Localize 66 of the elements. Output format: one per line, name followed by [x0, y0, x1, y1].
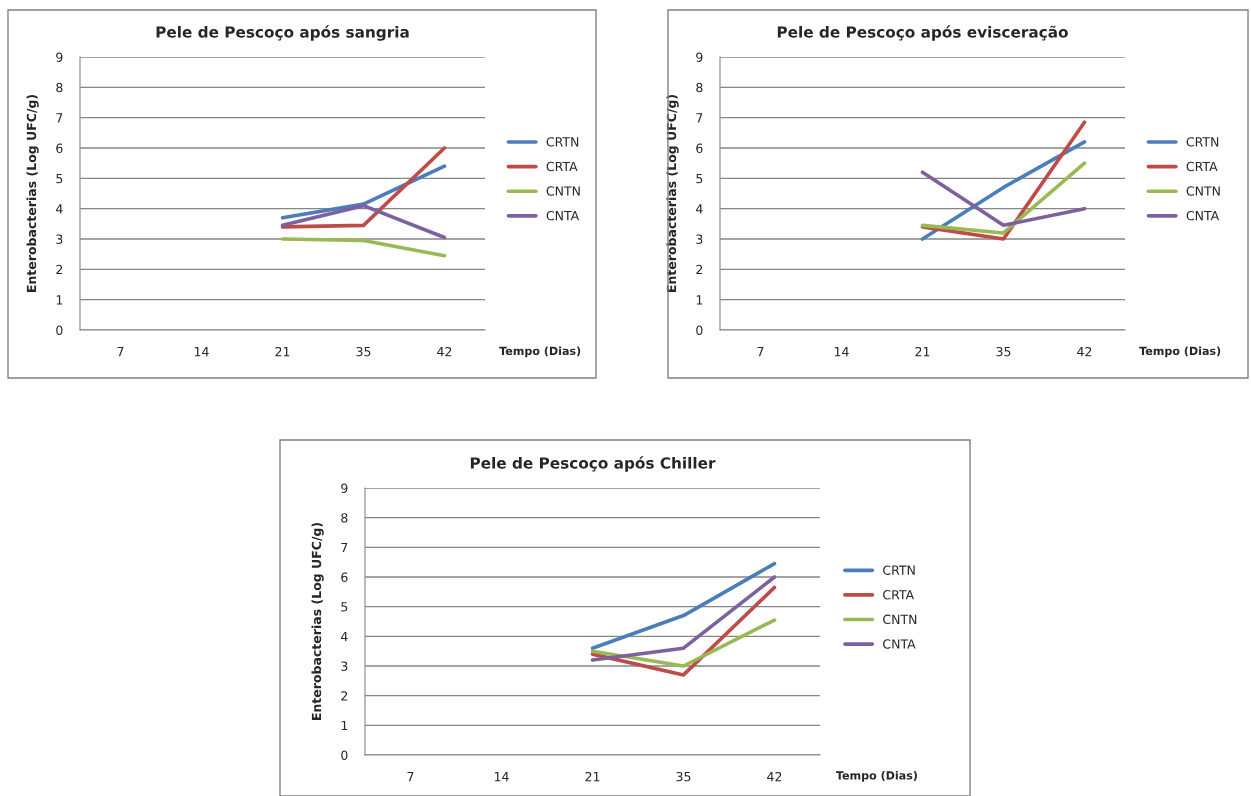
x-axis-title: Tempo (Dias) — [835, 770, 917, 782]
y-tick-label: 6 — [56, 143, 63, 153]
x-tick-label: 7 — [757, 347, 764, 357]
y-tick-label: 8 — [56, 82, 63, 93]
y-tick-label: 7 — [56, 113, 63, 123]
x-axis-title: Tempo (Dias) — [1139, 346, 1221, 358]
legend-label: CNTN — [883, 614, 917, 625]
legend-label: CNTA — [1186, 210, 1220, 221]
y-tick-label: 9 — [696, 52, 703, 62]
legend-label: CRTN — [546, 137, 579, 147]
y-tick-label: 8 — [696, 82, 703, 93]
y-tick-label: 0 — [341, 750, 348, 760]
x-tick-label: 35 — [676, 771, 691, 782]
x-tick-label: 42 — [767, 771, 782, 782]
legend-label: CNTN — [1186, 186, 1220, 196]
y-tick-label: 6 — [341, 572, 348, 582]
y-tick-label: 1 — [696, 295, 703, 305]
x-tick-label: 21 — [275, 346, 290, 357]
chart-title: Pele de Pescoço após Chiller — [470, 456, 716, 472]
x-axis-title: Tempo (Dias) — [499, 346, 581, 358]
y-tick-label: 2 — [56, 264, 63, 275]
y-tick-label: 0 — [696, 325, 703, 335]
x-tick-label: 14 — [194, 347, 209, 357]
x-tick-label: 35 — [996, 346, 1011, 357]
legend-label: CRTA — [546, 161, 578, 172]
y-tick-label: 8 — [341, 513, 348, 523]
legend-label: CRTN — [883, 565, 915, 575]
y-tick-label: 4 — [340, 631, 348, 642]
y-tick-label: 7 — [696, 113, 703, 123]
y-tick-label: 5 — [341, 602, 348, 612]
y-axis-title: Enterobacterias (Log UFC/g) — [666, 94, 679, 292]
y-tick-label: 1 — [341, 720, 348, 731]
chart-title: Pele de Pescoço após evisceração — [777, 25, 1068, 41]
y-tick-label: 0 — [56, 325, 63, 335]
legend-label: CNTA — [883, 639, 916, 649]
x-tick-label: 42 — [1077, 346, 1092, 357]
y-tick-label: 4 — [55, 204, 63, 214]
legend-label: CRTA — [883, 590, 915, 600]
x-tick-label: 14 — [494, 772, 509, 782]
y-tick-label: 9 — [341, 483, 348, 493]
x-tick-label: 35 — [356, 346, 371, 357]
legend-label: CNTN — [546, 186, 580, 196]
legend-label: CNTA — [546, 210, 580, 221]
y-tick-label: 2 — [696, 264, 703, 275]
y-tick-label: 3 — [341, 661, 348, 671]
x-tick-label: 14 — [834, 347, 849, 357]
y-axis-title: Enterobacterias (Log UFC/g) — [311, 522, 324, 720]
y-tick-label: 3 — [696, 234, 703, 244]
x-tick-label: 7 — [407, 772, 414, 782]
x-tick-label: 42 — [437, 346, 452, 357]
y-tick-label: 9 — [56, 52, 63, 62]
y-tick-label: 5 — [696, 173, 703, 184]
y-tick-label: 6 — [696, 143, 703, 153]
legend-label: CRTN — [1186, 137, 1219, 147]
y-tick-label: 2 — [341, 691, 348, 701]
y-tick-label: 1 — [56, 295, 63, 305]
y-tick-label: 5 — [56, 173, 63, 184]
x-tick-label: 21 — [915, 346, 930, 357]
y-axis-title: Enterobacterias (Log UFC/g) — [26, 94, 39, 292]
y-tick-label: 3 — [56, 234, 63, 244]
y-tick-label: 7 — [341, 542, 348, 553]
x-tick-label: 7 — [117, 347, 124, 357]
x-tick-label: 21 — [585, 771, 600, 782]
y-tick-label: 4 — [695, 204, 703, 214]
chart-title: Pele de Pescoço após sangria — [156, 25, 409, 41]
legend-label: CRTA — [1186, 161, 1218, 172]
